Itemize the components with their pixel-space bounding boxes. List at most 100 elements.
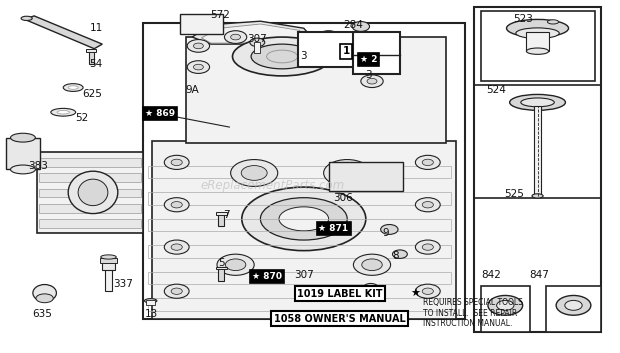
Ellipse shape <box>547 20 559 24</box>
Text: 383: 383 <box>29 161 48 171</box>
Text: 10: 10 <box>359 289 373 299</box>
Circle shape <box>367 78 377 84</box>
Bar <box>186 37 446 143</box>
Bar <box>474 7 601 332</box>
Circle shape <box>376 61 386 66</box>
Circle shape <box>164 284 189 298</box>
Ellipse shape <box>267 50 298 63</box>
Bar <box>148 272 451 284</box>
Ellipse shape <box>232 37 332 76</box>
Polygon shape <box>152 141 456 319</box>
Text: 307: 307 <box>247 34 267 44</box>
Polygon shape <box>202 24 307 43</box>
Text: 842: 842 <box>482 270 502 280</box>
Circle shape <box>415 240 440 254</box>
Circle shape <box>224 31 247 43</box>
Bar <box>480 286 530 332</box>
Ellipse shape <box>242 187 366 251</box>
Circle shape <box>422 288 433 294</box>
Bar <box>39 158 141 167</box>
Text: REQUIRES SPECIAL TOOLS
TO INSTALL.  SEE REPAIR
INSTRUCTION MANUAL.: REQUIRES SPECIAL TOOLS TO INSTALL. SEE R… <box>423 298 523 328</box>
Bar <box>39 189 141 197</box>
Text: 524: 524 <box>486 85 506 95</box>
Text: 525: 525 <box>505 189 525 199</box>
Circle shape <box>334 166 360 180</box>
Circle shape <box>171 288 182 294</box>
Ellipse shape <box>11 165 35 174</box>
Text: 635: 635 <box>32 309 52 319</box>
Bar <box>480 11 595 81</box>
Circle shape <box>497 300 514 310</box>
Bar <box>39 173 141 182</box>
Bar <box>89 50 94 64</box>
Text: 5: 5 <box>219 258 225 268</box>
Bar <box>146 300 155 305</box>
Text: ★: ★ <box>410 289 420 299</box>
Ellipse shape <box>144 299 157 303</box>
Circle shape <box>217 254 254 275</box>
Text: 9: 9 <box>383 228 389 238</box>
Circle shape <box>164 155 189 169</box>
Bar <box>143 23 465 319</box>
Ellipse shape <box>507 19 569 37</box>
Ellipse shape <box>51 108 76 116</box>
Text: 523: 523 <box>513 14 533 24</box>
Bar <box>148 192 451 205</box>
Ellipse shape <box>11 133 35 142</box>
Circle shape <box>193 64 203 70</box>
Bar <box>216 267 227 269</box>
Circle shape <box>353 254 391 275</box>
Circle shape <box>324 34 334 40</box>
Circle shape <box>171 202 182 208</box>
Circle shape <box>392 250 407 258</box>
Text: 54: 54 <box>89 59 103 68</box>
Ellipse shape <box>36 294 53 303</box>
Circle shape <box>226 259 246 270</box>
Bar <box>298 32 356 67</box>
Bar <box>6 138 40 169</box>
Circle shape <box>362 259 382 270</box>
Ellipse shape <box>100 255 117 259</box>
Text: ★ 871: ★ 871 <box>319 224 348 233</box>
Circle shape <box>324 160 371 186</box>
Circle shape <box>187 40 210 52</box>
Text: 1: 1 <box>342 46 350 56</box>
Text: 3: 3 <box>366 70 372 80</box>
Circle shape <box>381 225 398 234</box>
Circle shape <box>422 244 433 250</box>
Circle shape <box>164 240 189 254</box>
Circle shape <box>361 41 371 47</box>
Ellipse shape <box>21 16 32 20</box>
Ellipse shape <box>63 84 83 91</box>
Text: 1019 LABEL KIT: 1019 LABEL KIT <box>297 289 383 299</box>
Text: 9A: 9A <box>185 85 199 95</box>
Circle shape <box>370 57 392 70</box>
Bar <box>102 261 115 270</box>
Bar <box>546 286 601 332</box>
Circle shape <box>355 38 377 50</box>
Circle shape <box>187 61 210 73</box>
Ellipse shape <box>526 48 549 54</box>
Ellipse shape <box>251 44 313 69</box>
Ellipse shape <box>68 171 118 214</box>
Circle shape <box>250 38 265 47</box>
Circle shape <box>415 284 440 298</box>
Text: ★ 869: ★ 869 <box>145 109 175 118</box>
Text: 1: 1 <box>345 50 352 60</box>
Polygon shape <box>192 21 313 44</box>
Ellipse shape <box>279 207 329 231</box>
Circle shape <box>488 295 523 315</box>
Bar <box>534 106 541 196</box>
Circle shape <box>361 75 383 88</box>
Bar <box>105 267 112 291</box>
Text: 11: 11 <box>89 23 103 33</box>
Text: eReplacementParts.com: eReplacementParts.com <box>201 179 345 192</box>
Text: 284: 284 <box>343 20 363 30</box>
Bar <box>353 32 400 74</box>
Circle shape <box>565 300 582 310</box>
Circle shape <box>317 31 340 43</box>
Ellipse shape <box>521 98 554 107</box>
Text: ★ 870: ★ 870 <box>252 271 281 281</box>
Text: 307: 307 <box>294 270 314 280</box>
Bar <box>39 204 141 213</box>
